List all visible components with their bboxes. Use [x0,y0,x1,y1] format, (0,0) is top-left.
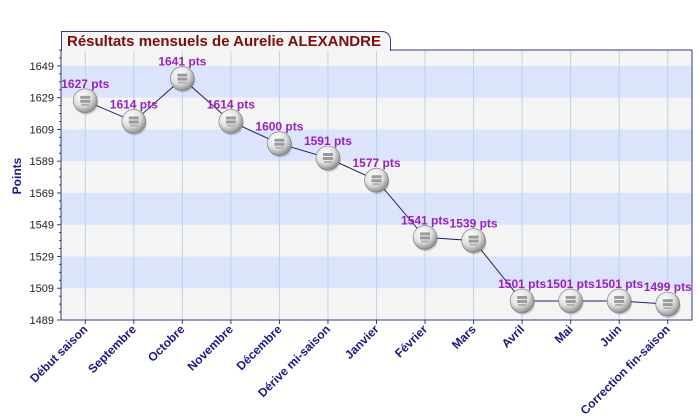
ball-icon [461,228,487,255]
data-label: 1614 pts [207,97,255,111]
y-tick-label: 1589 [30,156,54,168]
data-label: 1501 pts [498,277,546,291]
y-tick-label: 1549 [30,220,54,232]
x-tick-label: Janvier [342,322,382,362]
ball-icon [218,109,244,136]
data-label: 1591 pts [304,134,352,148]
x-tick-label: Mars [449,322,479,352]
y-tick-label: 1489 [30,315,54,327]
y-tick-label: 1529 [30,251,54,263]
data-label: 1577 pts [352,156,400,170]
ball-icon [267,131,293,158]
ball-icon [72,88,99,115]
ball-icon [412,225,439,252]
data-label: 1541 pts [401,213,449,227]
data-label: 1627 pts [61,77,109,91]
y-tick-label: 1649 [30,61,54,73]
ball-icon [170,66,196,93]
data-label: 1501 pts [595,277,643,291]
y-tick-label: 1629 [30,93,54,105]
x-tick-label: Février [392,322,430,360]
x-tick-label: Mai [552,322,576,346]
x-tick-label: Novembre [185,322,237,374]
ball-icon [606,288,633,315]
data-label: 1614 pts [110,97,158,111]
ball-icon [315,145,341,172]
y-tick-label: 1609 [30,124,54,136]
y-tick-label: 1569 [30,188,54,200]
y-tick-label: 1509 [30,283,54,295]
data-label: 1501 pts [547,277,595,291]
x-tick-label: Début saison [27,322,90,385]
y-axis-title: Points [10,157,24,194]
x-tick-label: Octobre [145,322,188,365]
data-label: 1539 pts [450,217,498,231]
x-tick-label: Avril [499,322,527,350]
data-label: 1499 pts [644,280,692,294]
ball-icon [121,109,147,136]
data-label: 1600 pts [255,120,303,134]
x-tick-label: Décembre [234,322,285,373]
ball-icon [655,291,681,319]
data-label: 1641 pts [158,55,206,69]
ball-icon [509,288,536,315]
chart-title: Résultats mensuels de Aurelie ALEXANDRE [61,31,391,51]
x-tick-label: Correction fin-saison [578,322,673,417]
ball-icon [558,288,584,315]
x-tick-label: Juin [597,322,624,349]
x-tick-label: Septembre [85,322,139,376]
ball-icon [364,167,390,195]
